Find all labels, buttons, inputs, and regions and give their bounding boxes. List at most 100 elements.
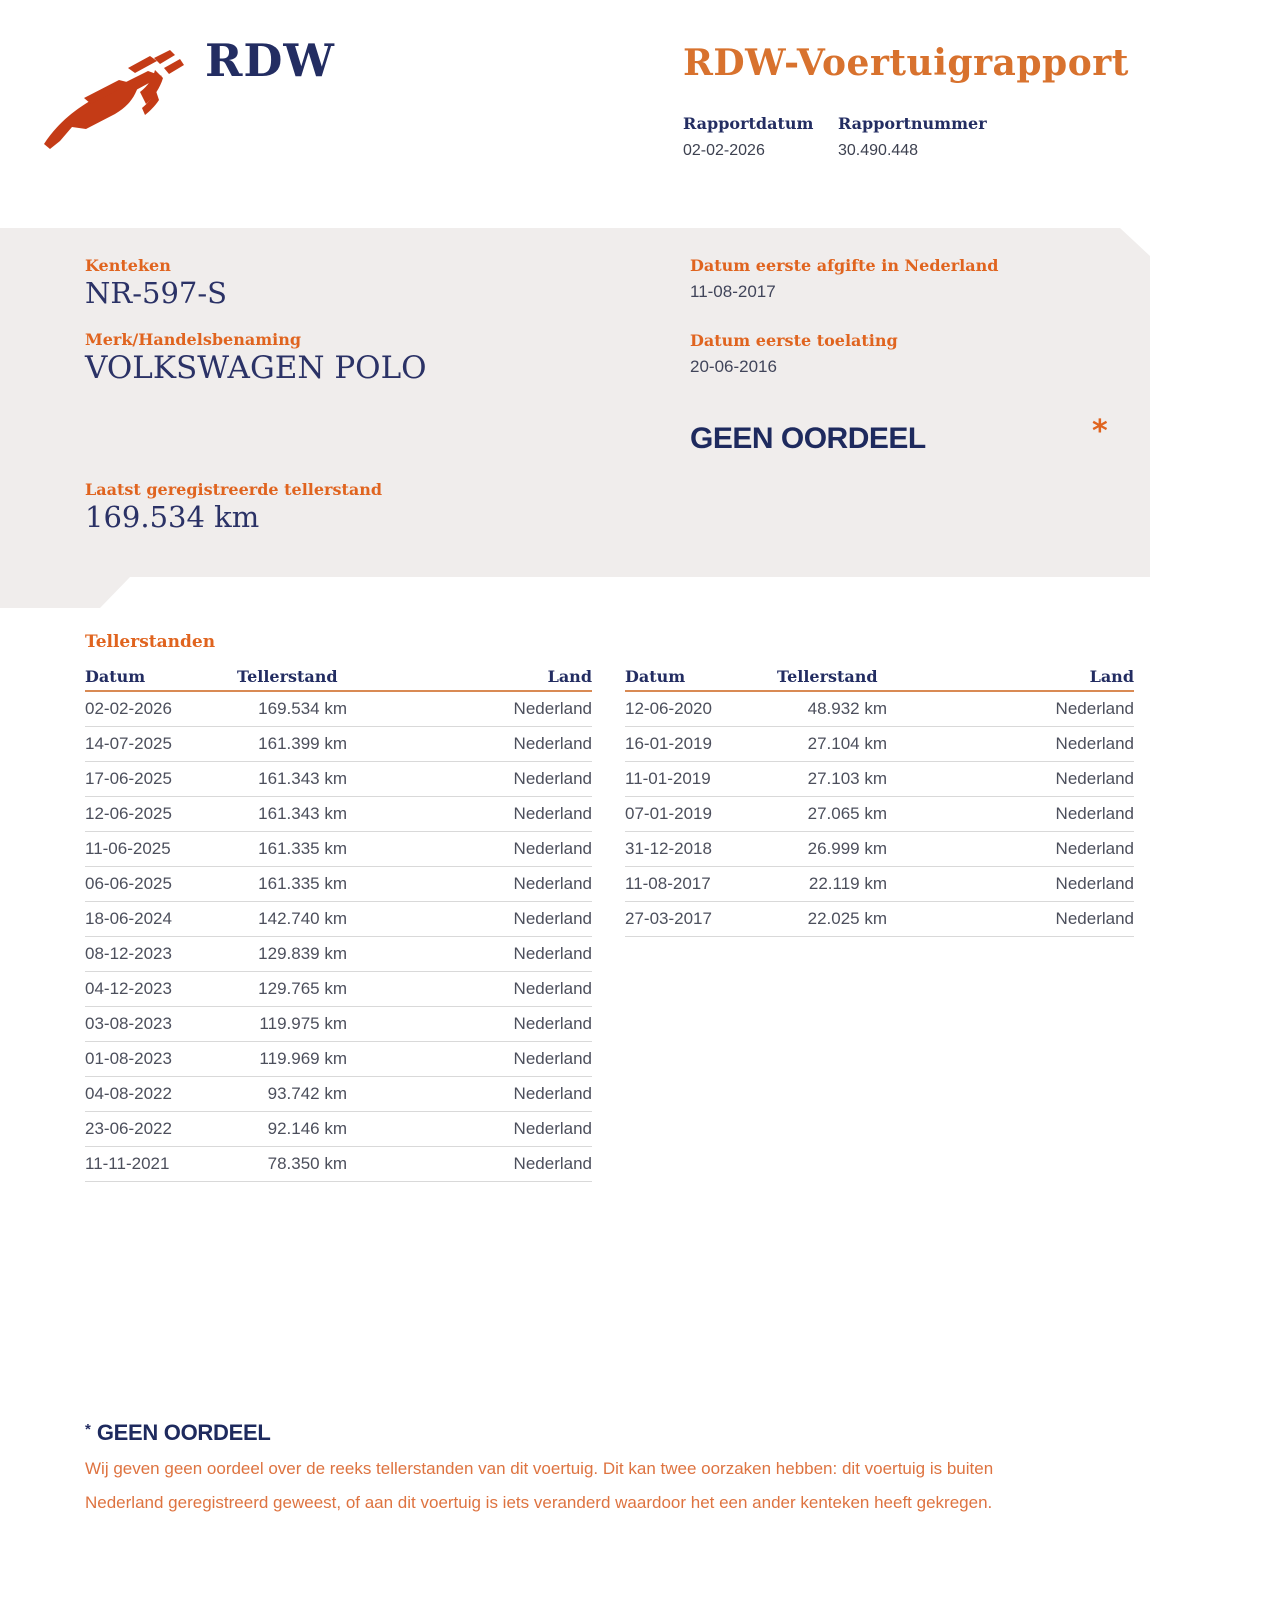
rdw-logo <box>44 50 184 149</box>
oordeel-status: GEEN OORDEEL <box>690 422 926 455</box>
vehicle-summary-panel: Kenteken NR-597-S Merk/Handelsbenaming V… <box>0 228 1150 608</box>
tellerstand-cell: 22.025 km <box>807 909 887 928</box>
land-cell: Nederland <box>1055 804 1134 823</box>
land-cell: Nederland <box>513 909 592 928</box>
tellerstand-cell: 142.740 km <box>258 909 347 928</box>
afgifte-value: 11-08-2017 <box>690 282 776 301</box>
datum-cell: 12-06-2025 <box>85 804 172 823</box>
land-cell: Nederland <box>513 769 592 788</box>
datum-cell: 31-12-2018 <box>625 839 712 858</box>
column-header-tellerstand: Tellerstand <box>777 666 878 686</box>
table-row: 27-03-2017 22.025 km Nederland <box>625 902 1134 937</box>
datum-cell: 06-06-2025 <box>85 874 172 893</box>
table-body: 02-02-2026 169.534 km Nederland 14-07-20… <box>85 692 592 1182</box>
datum-cell: 17-06-2025 <box>85 769 172 788</box>
tellerstand-cell: 161.335 km <box>258 839 347 858</box>
tellerstanden-table-right: Datum Tellerstand Land 12-06-2020 48.932… <box>625 662 1134 937</box>
table-row: 06-06-2025 161.335 km Nederland <box>85 867 592 902</box>
datum-cell: 27-03-2017 <box>625 909 712 928</box>
tellerstand-cell: 78.350 km <box>267 1154 347 1173</box>
laatste-tellerstand-value: 169.534 km <box>85 500 260 534</box>
tellerstand-cell: 119.969 km <box>259 1049 347 1068</box>
tellerstand-cell: 27.104 km <box>807 734 887 753</box>
report-number-label: Rapportnummer <box>838 114 987 133</box>
datum-cell: 04-08-2022 <box>85 1084 172 1103</box>
kenteken-label: Kenteken <box>85 256 171 275</box>
report-meta: Rapportdatum 02-02-2026 Rapportnummer 30… <box>683 114 1038 160</box>
datum-cell: 01-08-2023 <box>85 1049 172 1068</box>
table-row: 11-06-2025 161.335 km Nederland <box>85 832 592 867</box>
tellerstand-cell: 27.103 km <box>807 769 887 788</box>
page-title: RDW-Voertuigrapport <box>683 42 1129 84</box>
land-cell: Nederland <box>1055 734 1134 753</box>
land-cell: Nederland <box>513 734 592 753</box>
afgifte-label: Datum eerste afgifte in Nederland <box>690 256 999 275</box>
tellerstanden-heading: Tellerstanden <box>85 632 216 652</box>
land-cell: Nederland <box>513 944 592 963</box>
table-row: 04-08-2022 93.742 km Nederland <box>85 1077 592 1112</box>
table-row: 18-06-2024 142.740 km Nederland <box>85 902 592 937</box>
report-number-block: Rapportnummer 30.490.448 <box>838 114 1038 160</box>
table-header-row: Datum Tellerstand Land <box>85 662 592 692</box>
report-date-value: 02-02-2026 <box>683 142 765 159</box>
datum-cell: 16-01-2019 <box>625 734 712 753</box>
table-row: 03-08-2023 119.975 km Nederland <box>85 1007 592 1042</box>
table-row: 11-08-2017 22.119 km Nederland <box>625 867 1134 902</box>
datum-cell: 04-12-2023 <box>85 979 172 998</box>
oordeel-asterisk: * <box>1092 414 1108 449</box>
datum-cell: 08-12-2023 <box>85 944 172 963</box>
land-cell: Nederland <box>1055 699 1134 718</box>
datum-cell: 14-07-2025 <box>85 734 172 753</box>
laatste-tellerstand-label: Laatst geregistreerde tellerstand <box>85 480 383 499</box>
column-header-tellerstand: Tellerstand <box>237 666 338 686</box>
tellerstand-cell: 161.343 km <box>258 769 347 788</box>
tellerstand-cell: 161.335 km <box>258 874 347 893</box>
tellerstand-cell: 169.534 km <box>258 699 347 718</box>
land-cell: Nederland <box>1055 769 1134 788</box>
table-row: 04-12-2023 129.765 km Nederland <box>85 972 592 1007</box>
tellerstand-cell: 161.343 km <box>258 804 347 823</box>
datum-cell: 02-02-2026 <box>85 699 172 718</box>
land-cell: Nederland <box>513 839 592 858</box>
table-body: 12-06-2020 48.932 km Nederland 16-01-201… <box>625 692 1134 937</box>
column-header-land: Land <box>547 666 592 686</box>
datum-cell: 03-08-2023 <box>85 1014 172 1033</box>
land-cell: Nederland <box>513 804 592 823</box>
column-header-datum: Datum <box>85 666 146 686</box>
tellerstanden-table-left: Datum Tellerstand Land 02-02-2026 169.53… <box>85 662 592 1182</box>
tellerstand-cell: 27.065 km <box>807 804 887 823</box>
datum-cell: 11-06-2025 <box>85 839 171 858</box>
table-row: 01-08-2023 119.969 km Nederland <box>85 1042 592 1077</box>
datum-cell: 23-06-2022 <box>85 1119 172 1138</box>
column-header-datum: Datum <box>625 666 686 686</box>
table-row: 31-12-2018 26.999 km Nederland <box>625 832 1134 867</box>
table-row: 12-06-2020 48.932 km Nederland <box>625 692 1134 727</box>
report-number-value: 30.490.448 <box>838 142 919 159</box>
table-row: 11-01-2019 27.103 km Nederland <box>625 762 1134 797</box>
land-cell: Nederland <box>1055 909 1134 928</box>
tellerstand-cell: 161.399 km <box>258 734 347 753</box>
tellerstand-cell: 93.742 km <box>267 1084 347 1103</box>
datum-cell: 11-11-2021 <box>85 1154 170 1173</box>
brand-wordmark: RDW <box>205 34 335 87</box>
land-cell: Nederland <box>1055 874 1134 893</box>
footnote-body-text: Wij geven geen oordeel over de reeks tel… <box>85 1459 994 1512</box>
table-row: 14-07-2025 161.399 km Nederland <box>85 727 592 762</box>
land-cell: Nederland <box>513 1014 592 1033</box>
merk-value: VOLKSWAGEN POLO <box>85 350 427 386</box>
land-cell: Nederland <box>513 699 592 718</box>
datum-cell: 11-01-2019 <box>625 769 711 788</box>
datum-cell: 11-08-2017 <box>625 874 711 893</box>
tellerstand-cell: 129.839 km <box>258 944 347 963</box>
table-row: 02-02-2026 169.534 km Nederland <box>85 692 592 727</box>
table-row: 17-06-2025 161.343 km Nederland <box>85 762 592 797</box>
tellerstand-cell: 129.765 km <box>258 979 347 998</box>
column-header-land: Land <box>1089 666 1134 686</box>
table-row: 12-06-2025 161.343 km Nederland <box>85 797 592 832</box>
land-cell: Nederland <box>513 979 592 998</box>
tellerstand-cell: 48.932 km <box>807 699 887 718</box>
land-cell: Nederland <box>513 1154 592 1173</box>
footnote-heading: * GEEN OORDEEL <box>85 1420 271 1446</box>
table-row: 08-12-2023 129.839 km Nederland <box>85 937 592 972</box>
